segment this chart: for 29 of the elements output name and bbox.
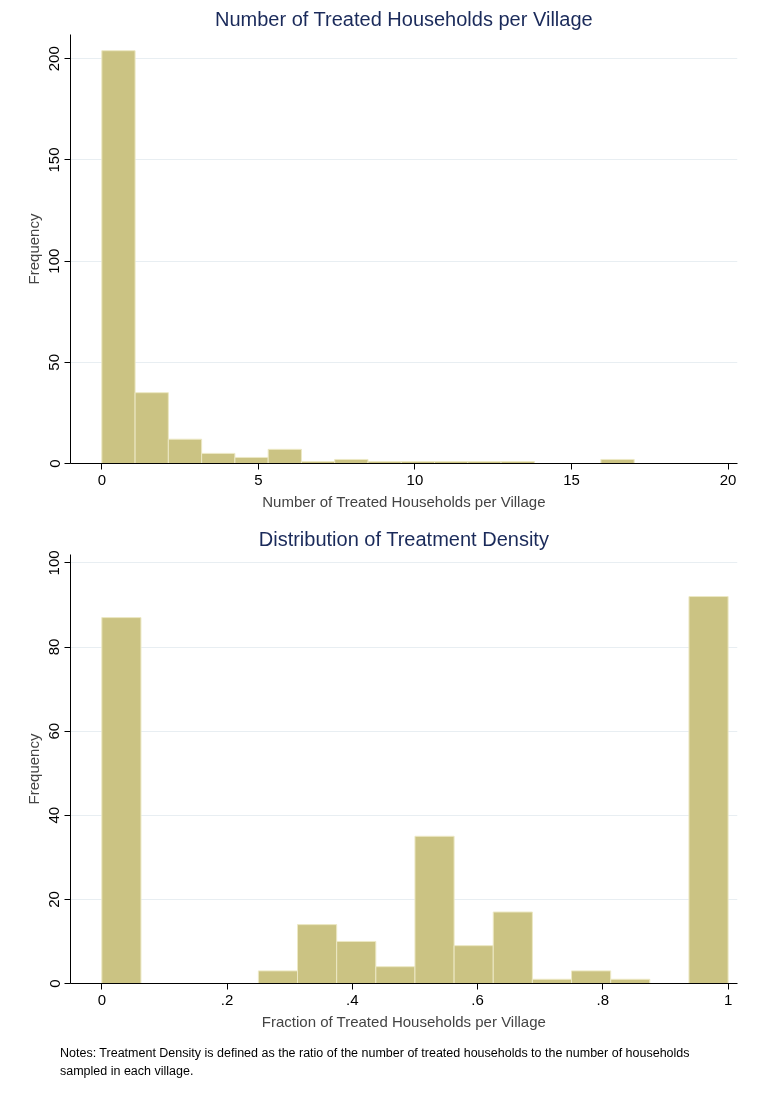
x-tick-label: 20 (719, 470, 737, 488)
chart-title: Distribution of Treatment Density (258, 527, 549, 550)
x-tick-label: 15 (563, 470, 580, 488)
y-tick-label: 20 (45, 891, 63, 908)
x-axis-title: Fraction of Treated Households per Village (261, 1012, 546, 1030)
x-tick-label: .2 (220, 990, 234, 1008)
y-axis-title: Frequency (24, 213, 42, 285)
y-tick-label: 150 (45, 147, 63, 173)
x-tick-label: 10 (406, 470, 424, 488)
y-tick-label: 100 (45, 248, 63, 274)
text: Notes: Treatment Density is defined as the ratio of the number of treated households to the number of households sampled in each village. (60, 1045, 691, 1080)
y-tick-label: 200 (45, 46, 63, 72)
y-tick-label: 0 (45, 979, 63, 988)
y-tick-label: 50 (45, 353, 63, 371)
x-tick-label: .4 (346, 990, 359, 1008)
x-tick-label: 1 (723, 990, 733, 1008)
chart-title: Number of Treated Households per Village (215, 7, 593, 30)
x-tick-label: 0 (97, 470, 106, 488)
y-tick-label: 60 (45, 722, 63, 740)
y-tick-label: 80 (45, 638, 63, 656)
y-axis-title: Frequency (24, 733, 42, 805)
x-tick-label: .8 (596, 990, 610, 1008)
x-tick-label: .6 (471, 990, 484, 1008)
x-axis-title: Number of Treated Households per Village (262, 492, 546, 510)
x-tick-label: 5 (254, 470, 263, 488)
y-tick-label: 40 (45, 806, 63, 824)
y-tick-label: 100 (45, 550, 63, 576)
x-tick-label: 0 (97, 990, 106, 1008)
y-tick-label: 0 (45, 459, 63, 468)
